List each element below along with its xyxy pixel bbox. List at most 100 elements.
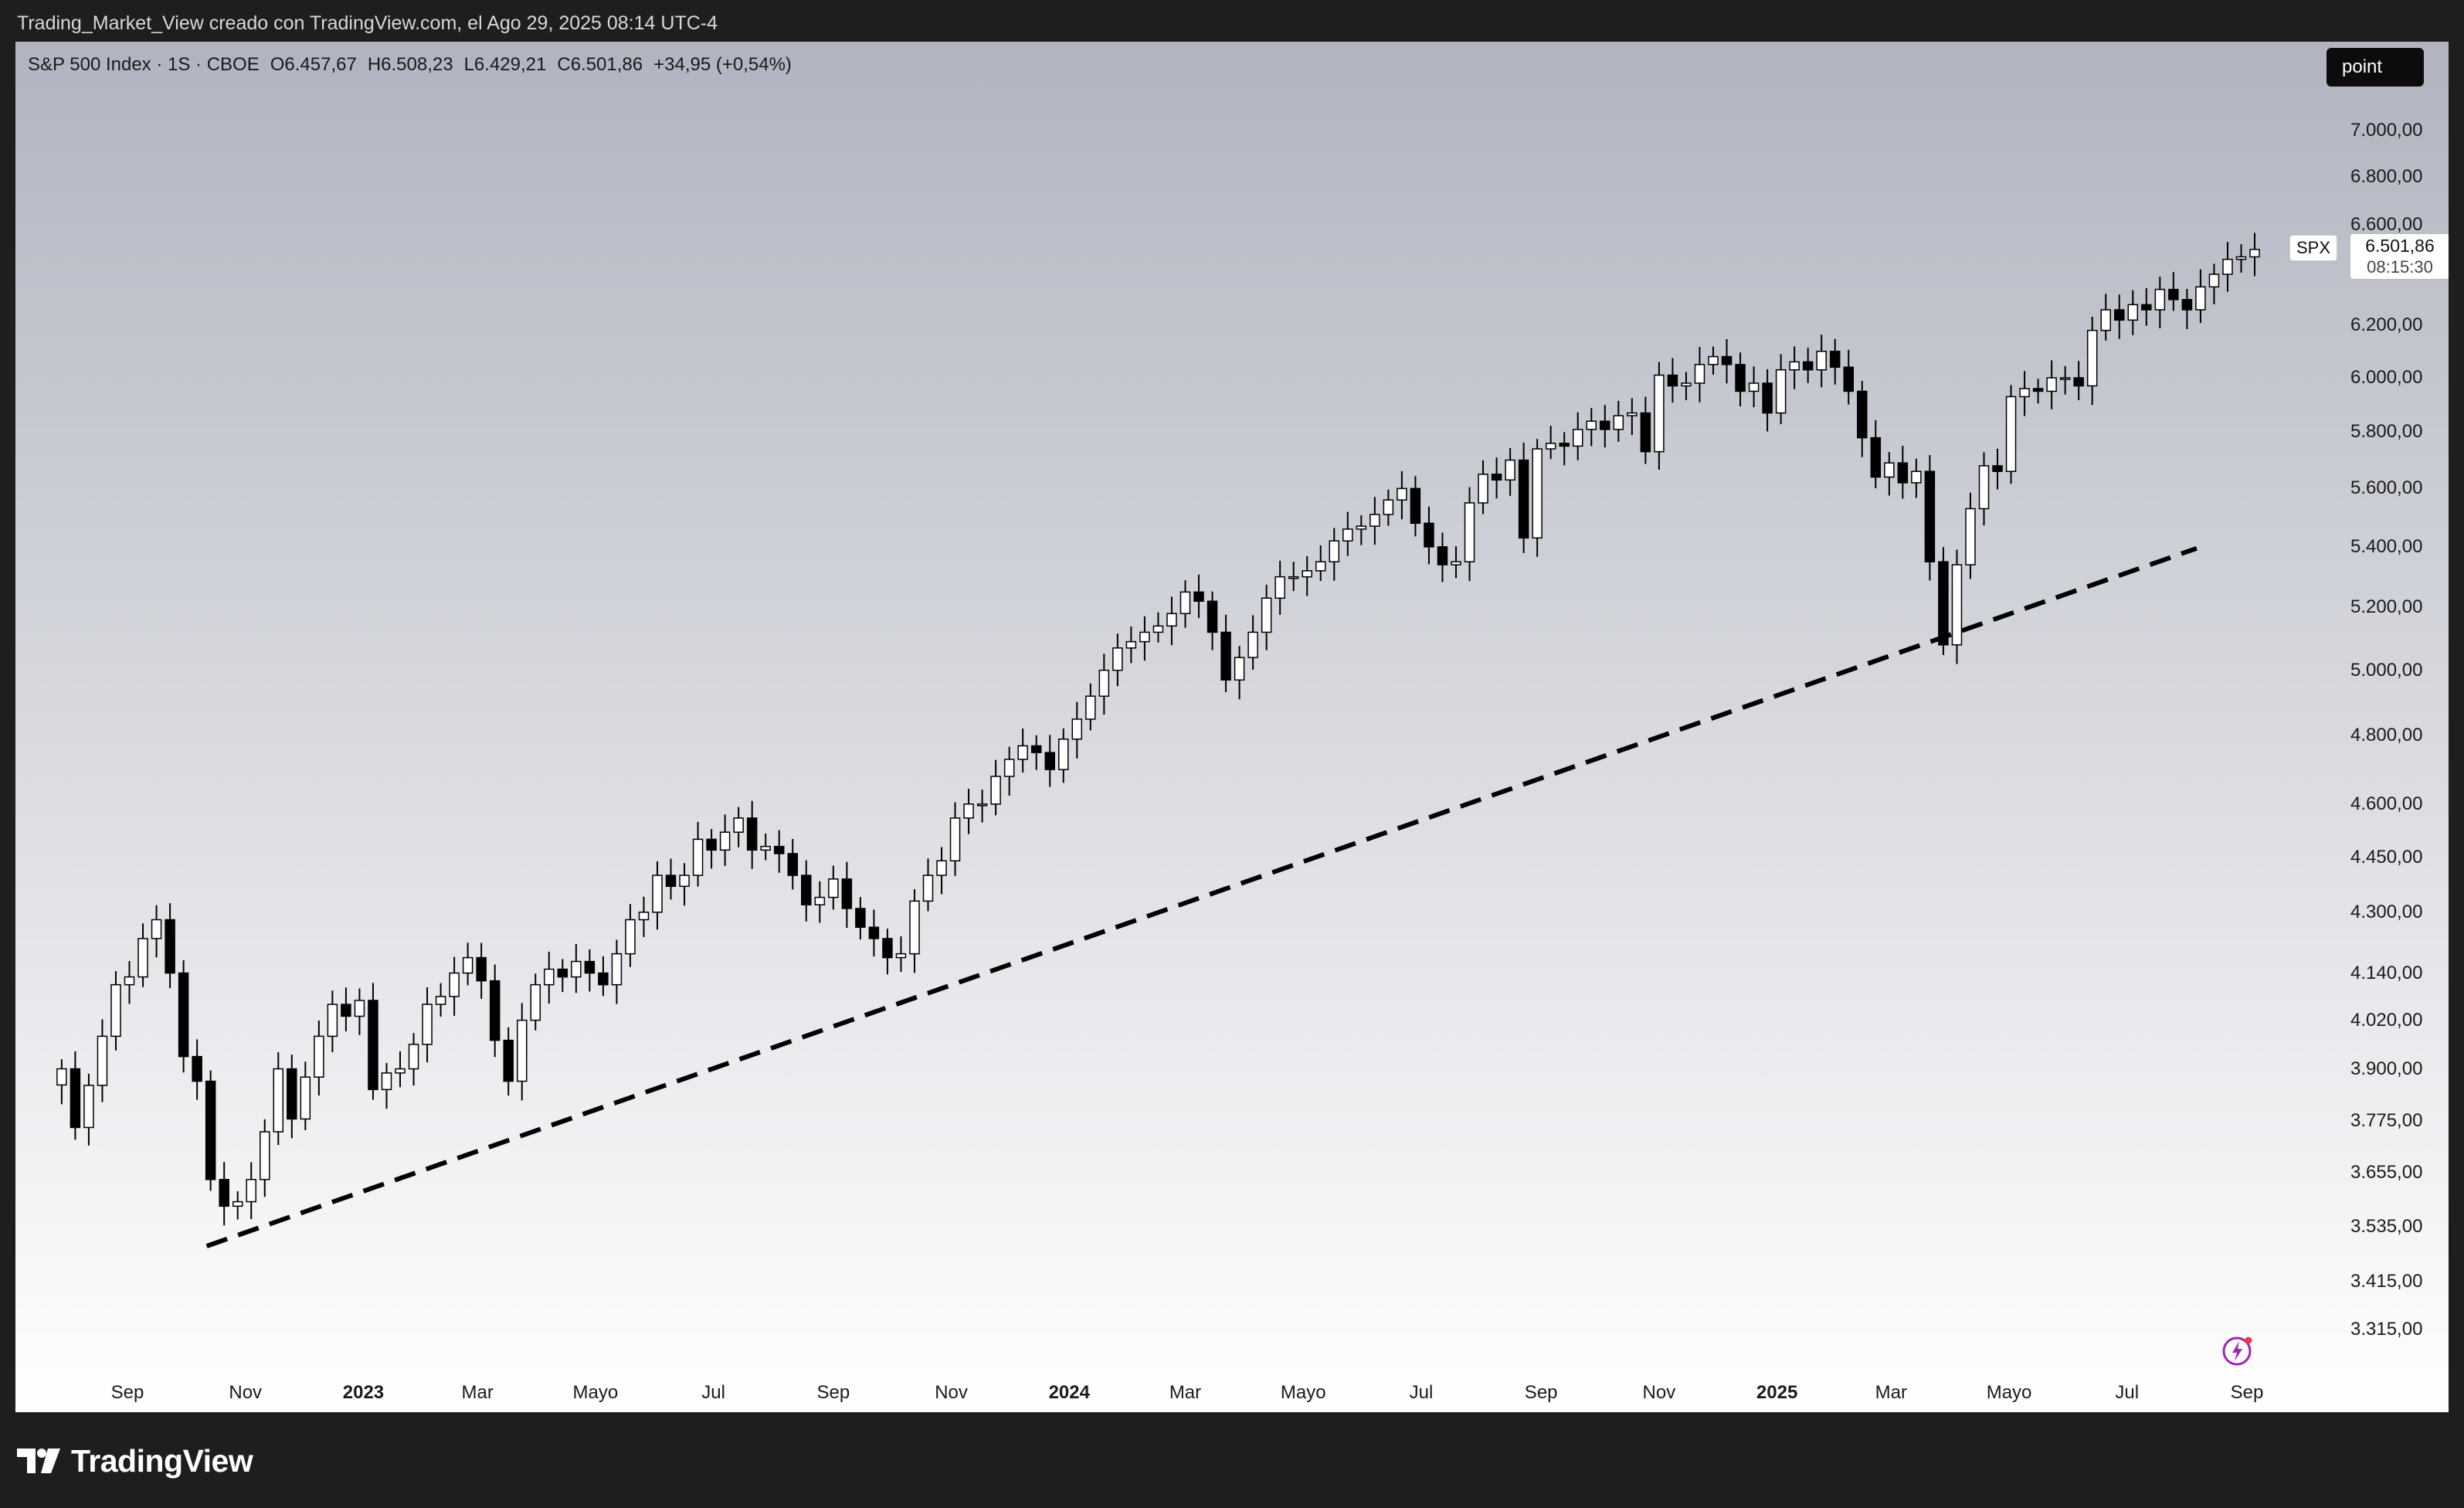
- candle-body: [1478, 474, 1488, 504]
- y-tick-label: 3.900,00: [2350, 1058, 2423, 1079]
- candle-body: [1600, 420, 1610, 430]
- candle: [909, 889, 920, 973]
- candle: [814, 881, 826, 923]
- candlestick-chart[interactable]: [15, 42, 2449, 1412]
- candle-body: [354, 1000, 365, 1017]
- chart-pane[interactable]: S&P 500 Index · 1S · CBOE O6.457,67 H6.508…: [15, 42, 2449, 1412]
- candle: [1559, 432, 1570, 466]
- candle-body: [395, 1068, 406, 1074]
- candle: [2249, 233, 2260, 277]
- candle: [746, 800, 758, 869]
- candle-body: [1654, 374, 1665, 453]
- candle-body: [652, 875, 663, 913]
- y-tick-label: 6.200,00: [2350, 314, 2423, 335]
- candle-body: [1613, 415, 1624, 430]
- candle: [1654, 362, 1665, 470]
- last-price-value: 6.501,86: [2365, 236, 2435, 256]
- candle: [1924, 455, 1936, 581]
- candle: [1383, 489, 1394, 526]
- candle: [868, 909, 880, 957]
- candle-body: [2114, 309, 2125, 321]
- candle-body: [1897, 462, 1909, 484]
- candle-body: [2019, 388, 2030, 398]
- candle: [2046, 360, 2057, 409]
- candle-body: [489, 980, 501, 1041]
- candle-body: [963, 803, 974, 819]
- candle-body: [1505, 459, 1515, 481]
- candle-body: [1924, 470, 1936, 562]
- candle-body: [408, 1044, 419, 1070]
- candle: [1166, 596, 1177, 646]
- x-tick-label: Mayo: [1986, 1382, 2032, 1403]
- candle-body: [1829, 351, 1841, 369]
- chart-caption: Trading_Market_View creado con TradingVi…: [17, 12, 718, 34]
- candle: [1802, 348, 1814, 383]
- candle: [381, 1063, 392, 1109]
- candle-body: [124, 976, 135, 986]
- candle: [1911, 458, 1922, 498]
- candle-body: [1193, 591, 1204, 602]
- candle-body: [679, 875, 690, 888]
- candle: [462, 943, 473, 986]
- lightning-icon[interactable]: [2221, 1333, 2255, 1367]
- candle: [1762, 369, 1773, 432]
- candle-body: [381, 1072, 392, 1091]
- candle-body: [151, 919, 162, 939]
- candle-body: [1261, 597, 1272, 633]
- candle: [652, 861, 663, 930]
- candle: [1491, 457, 1502, 499]
- candle-body: [2086, 329, 2098, 387]
- y-tick-label: 4.800,00: [2350, 725, 2423, 746]
- candle-body: [137, 938, 148, 978]
- candle-body: [435, 996, 446, 1005]
- candle-body: [1058, 738, 1069, 770]
- y-tick-label: 3.535,00: [2350, 1215, 2423, 1237]
- candle-body: [855, 908, 866, 928]
- point-button[interactable]: point: [2327, 48, 2424, 87]
- candle: [1017, 729, 1028, 773]
- candle: [719, 814, 731, 866]
- x-tick-label: 2023: [342, 1382, 385, 1403]
- candle: [1532, 439, 1543, 557]
- candle-body: [1694, 364, 1705, 384]
- candle: [828, 865, 839, 910]
- candle-body: [1098, 669, 1110, 697]
- candle-body: [178, 972, 189, 1058]
- candle: [1694, 347, 1705, 402]
- trendline[interactable]: [205, 545, 2198, 1248]
- candle-body: [1315, 561, 1326, 572]
- candle: [760, 833, 771, 861]
- candle-body: [56, 1068, 67, 1086]
- candle-body: [165, 919, 175, 974]
- candle-body: [1085, 695, 1096, 720]
- candle-body: [2032, 388, 2044, 392]
- candle: [300, 1061, 311, 1130]
- candle: [1681, 372, 1692, 400]
- legend-symbol: S&P 500 Index · 1S · CBOE: [28, 54, 260, 75]
- candle: [1478, 460, 1488, 515]
- candle: [368, 983, 378, 1100]
- candle-body: [882, 938, 893, 959]
- y-tick-label: 4.140,00: [2350, 962, 2423, 983]
- x-tick-label: Sep: [2230, 1382, 2264, 1403]
- candle: [1451, 546, 1461, 579]
- candle: [1627, 398, 1638, 436]
- candle: [516, 1003, 528, 1101]
- candle: [395, 1051, 406, 1088]
- candle-body: [2181, 299, 2193, 311]
- candle: [1424, 506, 1434, 565]
- candle: [882, 929, 893, 975]
- candle-body: [625, 919, 636, 955]
- candle: [2235, 244, 2247, 273]
- candle-body: [2222, 258, 2233, 275]
- candle: [1816, 335, 1827, 388]
- candle-body: [1030, 745, 1042, 753]
- candle-body: [1397, 487, 1407, 501]
- candle-body: [1978, 465, 1990, 510]
- x-tick-label: Nov: [229, 1382, 263, 1403]
- candle: [1640, 396, 1651, 464]
- candle: [314, 1020, 324, 1096]
- y-tick-label: 6.800,00: [2350, 166, 2423, 188]
- x-tick-label: 2025: [1756, 1382, 1798, 1403]
- candle: [1044, 735, 1055, 787]
